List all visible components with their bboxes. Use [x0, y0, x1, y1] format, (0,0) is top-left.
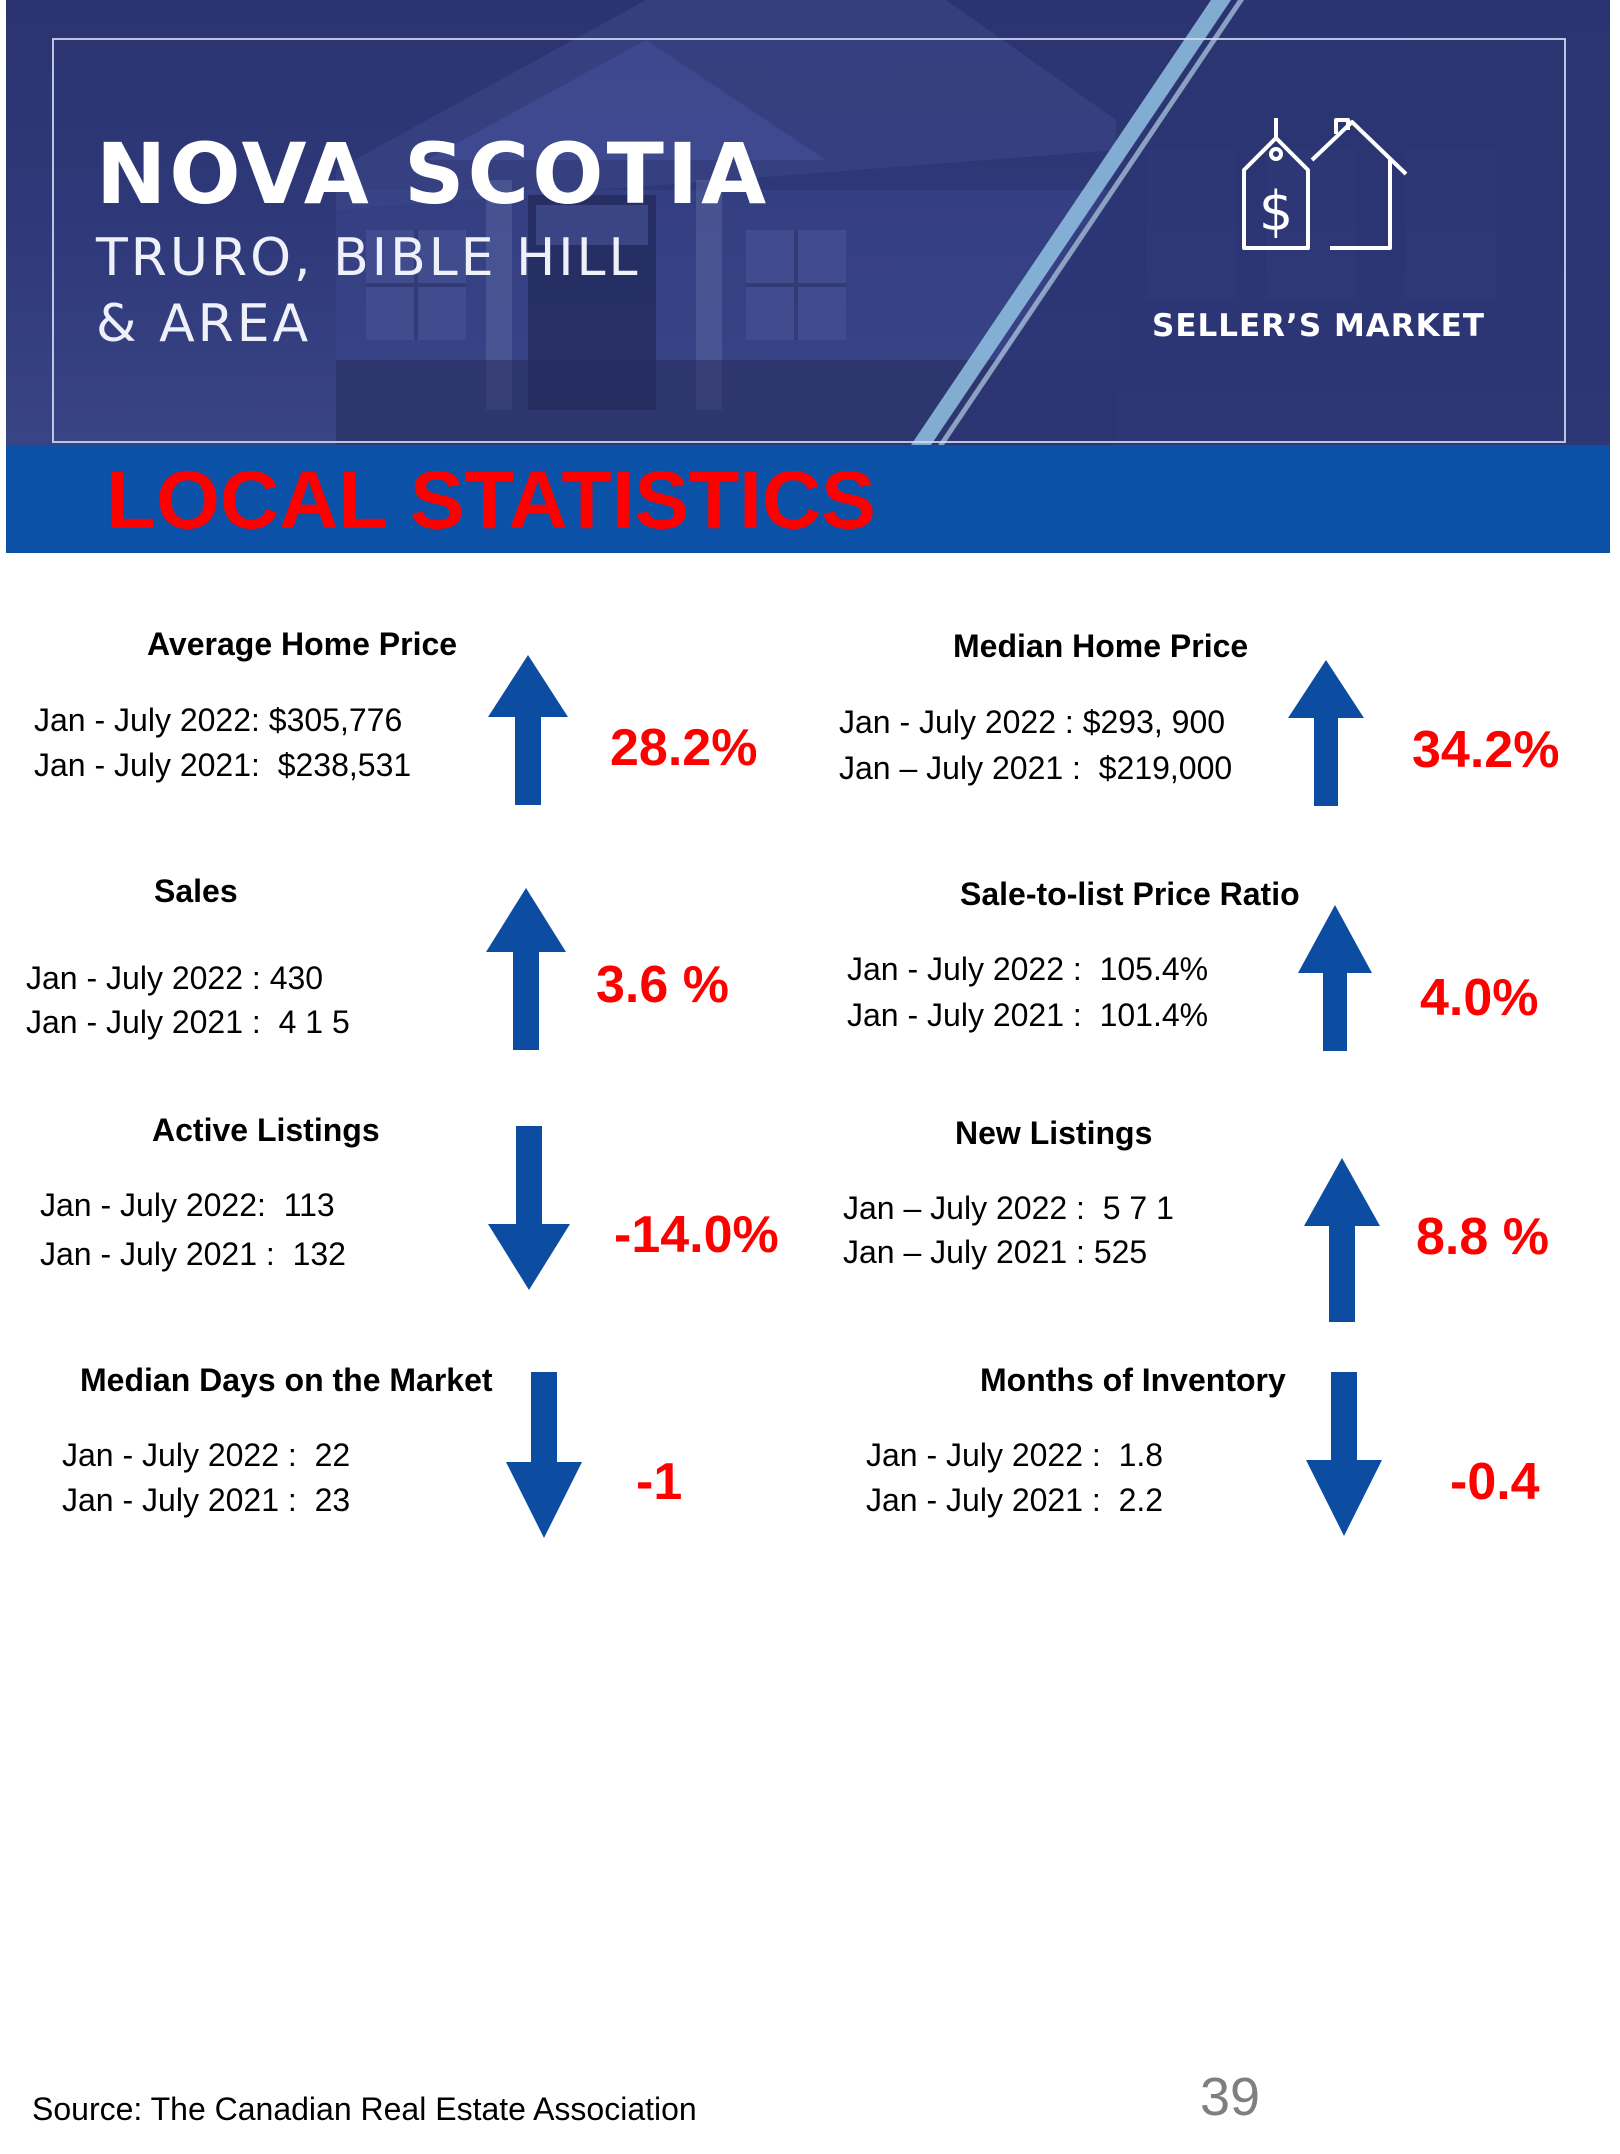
- up-arrow-icon: [1288, 660, 1364, 806]
- stat-title-months-of-inventory: Months of Inventory: [980, 1362, 1286, 1398]
- stat-change-new-listings: 8.8 %: [1416, 1208, 1549, 1266]
- down-arrow-icon: [1306, 1372, 1382, 1536]
- stat-line-previous: Jan - July 2021 : 2.2: [866, 1482, 1164, 1518]
- stat-title-median-days-on-market: Median Days on the Market: [80, 1362, 493, 1398]
- up-arrow-icon: [1304, 1158, 1380, 1322]
- down-arrow-icon: [488, 1126, 570, 1290]
- stat-line-current: Jan - July 2022 : 1.8: [866, 1437, 1164, 1473]
- stat-line-current: Jan - July 2022 : 430: [26, 960, 324, 996]
- stat-line-previous: Jan - July 2021 : 4 1 5: [26, 1004, 350, 1040]
- source-citation: Source: The Canadian Real Estate Associa…: [32, 2091, 697, 2127]
- banner-title: NOVA SCOTIA: [96, 125, 770, 223]
- stat-change-active-listings: -14.0%: [614, 1206, 779, 1264]
- stat-change-sales: 3.6 %: [596, 956, 729, 1014]
- stat-title-sale-to-list-ratio: Sale-to-list Price Ratio: [960, 876, 1300, 912]
- stat-line-previous: Jan - July 2021 : 132: [40, 1236, 346, 1272]
- down-arrow-icon: [506, 1372, 582, 1538]
- stat-title-average-home-price: Average Home Price: [147, 626, 458, 662]
- stat-line-previous: Jan - July 2021: $238,531: [34, 747, 412, 783]
- stat-line-previous: Jan – July 2021 : $219,000: [839, 750, 1233, 786]
- stat-line-previous: Jan - July 2021 : 101.4%: [847, 997, 1209, 1033]
- house-price-tag-icon: $: [1242, 118, 1408, 250]
- banner-frame: [52, 38, 1566, 443]
- section-heading: LOCAL STATISTICS: [106, 455, 876, 546]
- stat-line-current: Jan - July 2022: 113: [40, 1187, 335, 1223]
- up-arrow-icon: [486, 888, 566, 1050]
- house-photo-background: [336, 0, 1610, 445]
- header-banner: [6, 0, 1610, 445]
- section-heading-bar: [6, 445, 1610, 553]
- svg-text:$: $: [1259, 180, 1293, 243]
- stat-title-sales: Sales: [154, 873, 238, 909]
- stat-line-previous: Jan - July 2021 : 23: [62, 1482, 351, 1518]
- stat-line-current: Jan – July 2022 : 5 7 1: [843, 1190, 1174, 1226]
- stat-line-current: Jan - July 2022 : 105.4%: [847, 951, 1209, 987]
- stat-line-current: Jan - July 2022 : 22: [62, 1437, 351, 1473]
- up-arrow-icon: [488, 655, 568, 805]
- stat-change-median-home-price: 34.2%: [1412, 721, 1560, 779]
- banner-subtitle-line1: TRURO, BIBLE HILL: [96, 228, 641, 288]
- stat-line-current: Jan - July 2022 : $293, 900: [839, 704, 1226, 740]
- stat-title-active-listings: Active Listings: [152, 1112, 380, 1148]
- stat-change-average-home-price: 28.2%: [610, 719, 758, 777]
- page-number: 39: [1200, 2067, 1261, 2127]
- market-type-label: SELLER’S MARKET: [1152, 308, 1486, 344]
- stat-change-months-of-inventory: -0.4: [1450, 1453, 1540, 1511]
- stat-change-median-days-on-market: -1: [636, 1453, 683, 1511]
- stat-line-current: Jan - July 2022: $305,776: [34, 702, 403, 738]
- banner-subtitle-line2: & AREA: [96, 294, 312, 354]
- stat-line-previous: Jan – July 2021 : 525: [843, 1234, 1148, 1270]
- stat-title-median-home-price: Median Home Price: [953, 628, 1249, 664]
- stat-title-new-listings: New Listings: [955, 1115, 1153, 1151]
- up-arrow-icon: [1298, 905, 1372, 1051]
- stat-change-sale-to-list-ratio: 4.0%: [1420, 969, 1539, 1027]
